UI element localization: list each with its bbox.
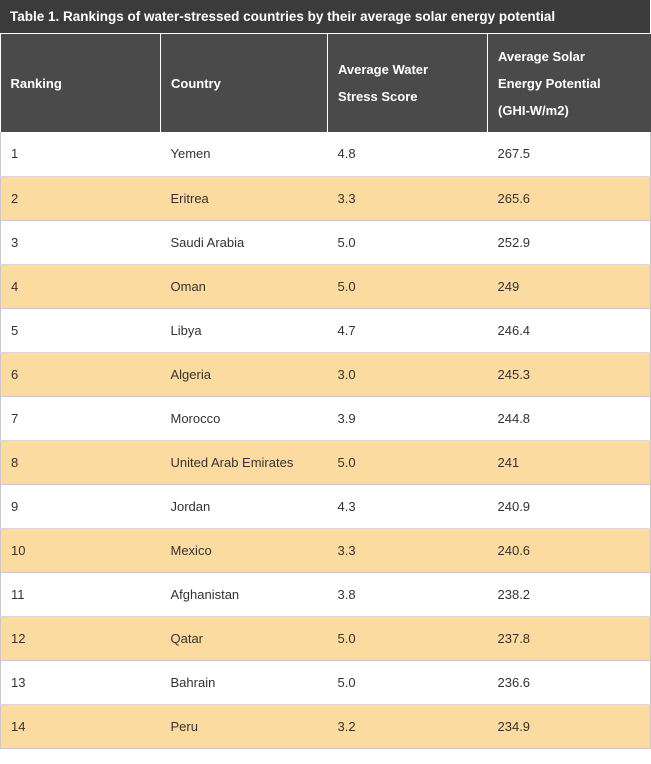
table-row: 10 Mexico 3.3 240.6: [0, 528, 651, 573]
table-row: 9 Jordan 4.3 240.9: [0, 484, 651, 529]
cell-rank: 13: [0, 660, 161, 705]
cell-water-stress: 3.8: [327, 572, 488, 617]
header-ranking-label: Ranking: [10, 75, 62, 91]
header-water-stress-line2: Stress Score: [338, 89, 418, 104]
cell-solar-potential: 234.9: [487, 704, 651, 749]
cell-water-stress: 3.9: [327, 396, 488, 441]
cell-rank: 10: [0, 528, 161, 573]
table-header: Ranking Country Average Water Stress Scor…: [0, 34, 651, 132]
header-country-label: Country: [171, 75, 221, 91]
cell-country: Qatar: [160, 616, 328, 661]
table-row: 13 Bahrain 5.0 236.6: [0, 660, 651, 705]
cell-rank: 2: [0, 176, 161, 221]
table-row: 7 Morocco 3.9 244.8: [0, 396, 651, 441]
header-water-stress: Average Water Stress Score: [327, 34, 488, 132]
table-row: 5 Libya 4.7 246.4: [0, 308, 651, 353]
table-row: 4 Oman 5.0 249: [0, 264, 651, 309]
table-title: Table 1. Rankings of water-stressed coun…: [0, 0, 650, 34]
header-row: Ranking Country Average Water Stress Scor…: [0, 34, 651, 132]
header-solar-line1: Average Solar: [498, 48, 585, 64]
cell-solar-potential: 236.6: [487, 660, 651, 705]
cell-solar-potential: 267.5: [487, 132, 651, 177]
cell-rank: 6: [0, 352, 161, 397]
cell-solar-potential: 244.8: [487, 396, 651, 441]
cell-water-stress: 3.3: [327, 528, 488, 573]
header-solar-line2: Energy Potential: [498, 75, 601, 91]
cell-water-stress: 5.0: [327, 616, 488, 661]
cell-country: Libya: [160, 308, 328, 353]
header-solar-line3: (GHI-W/m2): [498, 102, 569, 118]
cell-water-stress: 3.0: [327, 352, 488, 397]
cell-water-stress: 5.0: [327, 660, 488, 705]
table-row: 11 Afghanistan 3.8 238.2: [0, 572, 651, 617]
cell-country: Oman: [160, 264, 328, 309]
table-body: 1 Yemen 4.8 267.5 2 Eritrea 3.3 265.6 3 Saudi Ara…: [0, 132, 651, 749]
cell-solar-potential: 265.6: [487, 176, 651, 221]
cell-country: Afghanistan: [160, 572, 328, 617]
cell-water-stress: 4.7: [327, 308, 488, 353]
table-row: 6 Algeria 3.0 245.3: [0, 352, 651, 397]
cell-solar-potential: 245.3: [487, 352, 651, 397]
table-row: 8 United Arab Emirates 5.0 241: [0, 440, 651, 485]
cell-solar-potential: 240.9: [487, 484, 651, 529]
cell-country: Saudi Arabia: [160, 220, 328, 265]
header-solar-potential: Average Solar Energy Potential (GHI-W/m2): [487, 34, 651, 132]
cell-solar-potential: 249: [487, 264, 651, 309]
cell-rank: 4: [0, 264, 161, 309]
cell-rank: 1: [0, 132, 161, 177]
table-row: 14 Peru 3.2 234.9: [0, 704, 651, 749]
cell-solar-potential: 241: [487, 440, 651, 485]
cell-country: Yemen: [160, 132, 328, 177]
cell-water-stress: 3.2: [327, 704, 488, 749]
table-row: 12 Qatar 5.0 237.8: [0, 616, 651, 661]
cell-solar-potential: 238.2: [487, 572, 651, 617]
header-ranking: Ranking: [0, 34, 161, 132]
cell-water-stress: 4.8: [327, 132, 488, 177]
table-row: 3 Saudi Arabia 5.0 252.9: [0, 220, 651, 265]
cell-country: Jordan: [160, 484, 328, 529]
cell-water-stress: 3.3: [327, 176, 488, 221]
cell-country: Mexico: [160, 528, 328, 573]
cell-country: United Arab Emirates: [160, 440, 328, 485]
header-water-stress-line1: Average Water: [338, 62, 429, 77]
cell-rank: 5: [0, 308, 161, 353]
cell-rank: 12: [0, 616, 161, 661]
cell-water-stress: 5.0: [327, 264, 488, 309]
cell-rank: 14: [0, 704, 161, 749]
cell-water-stress: 5.0: [327, 440, 488, 485]
cell-solar-potential: 252.9: [487, 220, 651, 265]
cell-country: Algeria: [160, 352, 328, 397]
cell-rank: 7: [0, 396, 161, 441]
cell-water-stress: 5.0: [327, 220, 488, 265]
cell-country: Peru: [160, 704, 328, 749]
cell-country: Bahrain: [160, 660, 328, 705]
cell-country: Eritrea: [160, 176, 328, 221]
cell-solar-potential: 240.6: [487, 528, 651, 573]
cell-rank: 8: [0, 440, 161, 485]
table-row: 2 Eritrea 3.3 265.6: [0, 176, 651, 221]
cell-solar-potential: 237.8: [487, 616, 651, 661]
cell-country: Morocco: [160, 396, 328, 441]
header-country: Country: [160, 34, 328, 132]
table-row: 1 Yemen 4.8 267.5: [0, 132, 651, 177]
cell-rank: 11: [0, 572, 161, 617]
cell-water-stress: 4.3: [327, 484, 488, 529]
cell-rank: 9: [0, 484, 161, 529]
cell-solar-potential: 246.4: [487, 308, 651, 353]
rankings-table: Ranking Country Average Water Stress Scor…: [0, 34, 651, 749]
cell-rank: 3: [0, 220, 161, 265]
